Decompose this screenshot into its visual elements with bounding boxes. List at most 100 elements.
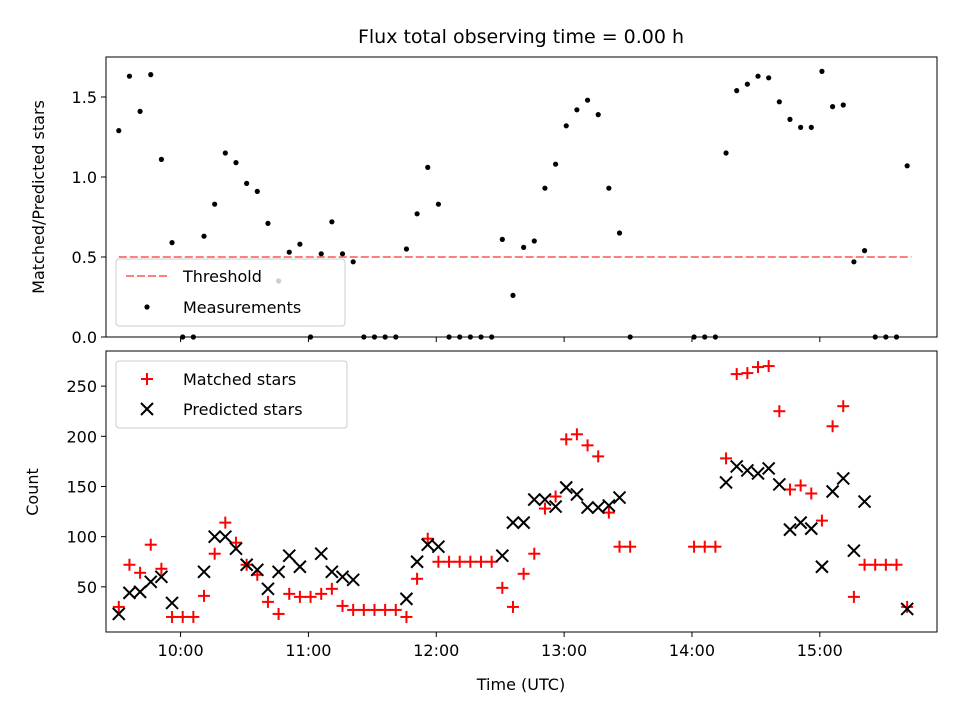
measurement-point: [499, 236, 505, 242]
predicted-stars-point: [154, 570, 169, 584]
measurement-point: [233, 160, 239, 166]
chart-title: Flux total observing time = 0.00 h: [358, 26, 684, 48]
matched-stars-point: [432, 555, 445, 568]
measurement-point: [883, 334, 889, 340]
legend-predicted-label: Predicted stars: [183, 400, 303, 419]
count-plot-area: [105, 350, 938, 633]
predicted-stars-point: [538, 492, 552, 507]
measurement-point: [265, 220, 271, 226]
matched-stars-point: [357, 603, 370, 616]
measurement-point: [169, 240, 175, 246]
matched-stars-point: [592, 450, 605, 463]
count-x-tick-label: 12:00: [413, 641, 459, 660]
measurement-point: [457, 334, 463, 340]
predicted-stars-point: [612, 490, 627, 505]
measurement-point: [286, 249, 292, 255]
matched-stars-point: [208, 547, 221, 560]
x-axis-label: Time (UTC): [476, 675, 565, 694]
measurement-point: [425, 164, 431, 170]
matched-stars-point: [815, 514, 828, 527]
matched-stars-point: [826, 420, 839, 433]
matched-stars-point: [293, 590, 306, 603]
predicted-stars-point: [165, 596, 179, 610]
measurement-point: [531, 238, 537, 244]
matched-stars-point: [443, 555, 456, 568]
ratio-plot-area: [105, 56, 938, 338]
matched-stars-point: [411, 572, 424, 585]
measurement-point: [180, 334, 186, 340]
count-x-tick-label: 14:00: [669, 641, 715, 660]
ratio-marks: [116, 68, 912, 340]
matched-stars-point: [134, 566, 147, 579]
predicted-stars-point: [804, 521, 818, 536]
predicted-stars-point: [559, 480, 573, 495]
matched-stars-point: [304, 590, 317, 603]
measurement-point: [861, 248, 868, 254]
legend-threshold-label: Threshold: [182, 267, 262, 286]
predicted-stars-point: [825, 484, 840, 499]
matched-stars-point: [762, 360, 775, 373]
measurement-point: [318, 251, 324, 257]
matched-stars-point: [368, 603, 381, 616]
count-y-axis-label: Count: [23, 468, 42, 516]
predicted-stars-point: [122, 586, 137, 600]
count-y-tick-label: 200: [66, 427, 97, 446]
predicted-stars-point: [516, 515, 531, 530]
predicted-stars-point: [314, 547, 328, 561]
matched-stars-point: [517, 567, 530, 580]
measurement-point: [371, 334, 378, 340]
measurement-point: [595, 112, 601, 118]
matched-stars-point: [272, 607, 285, 620]
measurement-point: [254, 188, 260, 194]
measurement-point: [467, 334, 473, 340]
measurement-point: [361, 334, 367, 340]
matched-stars-point: [176, 610, 189, 623]
matched-stars-point: [261, 595, 274, 608]
matched-stars-point: [794, 479, 807, 492]
matched-stars-point: [336, 599, 349, 612]
measurement-point: [148, 72, 154, 78]
matched-stars-point: [315, 587, 328, 600]
matched-stars-point: [379, 603, 392, 616]
predicted-stars-point: [591, 500, 605, 515]
matched-stars-point: [570, 428, 583, 441]
matched-stars-point: [187, 610, 200, 623]
matched-stars-point: [421, 532, 434, 545]
predicted-stars-point: [495, 549, 510, 563]
measurement-point: [798, 124, 804, 130]
count-y-ticks: 50 100 150 200 250: [66, 377, 106, 597]
matched-stars-point: [560, 433, 573, 446]
matched-stars-point: [847, 590, 860, 603]
matched-stars-point: [198, 589, 211, 602]
predicted-stars-point: [144, 575, 158, 589]
matched-stars-point: [389, 603, 402, 616]
count-x-tick-label: 13:00: [541, 641, 587, 660]
ratio-y-tick-label: 0.0: [72, 328, 97, 347]
predicted-stars-point: [793, 515, 808, 530]
predicted-stars-point: [772, 477, 787, 492]
matched-stars-point: [752, 361, 765, 374]
matched-stars-point: [229, 536, 242, 549]
predicted-stars-point: [112, 607, 126, 621]
measurement-point: [307, 334, 314, 340]
measurement-point: [584, 97, 591, 103]
measurement-point: [158, 156, 164, 162]
legend-predicted-swatch: [140, 402, 154, 416]
predicted-stars-point: [261, 582, 275, 596]
measurement-point: [329, 219, 335, 225]
matched-stars-point: [485, 555, 498, 568]
measurement-point: [244, 180, 250, 186]
predicted-stars-point: [133, 585, 147, 599]
matched-stars-point: [773, 405, 786, 418]
count-x-tick-label: 11:00: [285, 641, 331, 660]
matched-stars-point: [730, 368, 743, 381]
matched-stars-point: [581, 439, 594, 452]
ratio-y-ticks: 0.0 0.5 1.0 1.5: [72, 88, 106, 347]
matched-stars-point: [112, 600, 125, 613]
predicted-stars-point: [570, 487, 584, 502]
count-x-ticks: 10:00 11:00 12:00 13:00 14:00 15:00: [158, 632, 843, 660]
ratio-panel: 0.0 0.5 1.0 1.5 Matched/Predicted stars Thr…: [29, 56, 938, 347]
predicted-stars-point: [293, 560, 307, 574]
matched-stars-point: [741, 367, 754, 380]
measurement-point: [904, 163, 910, 169]
